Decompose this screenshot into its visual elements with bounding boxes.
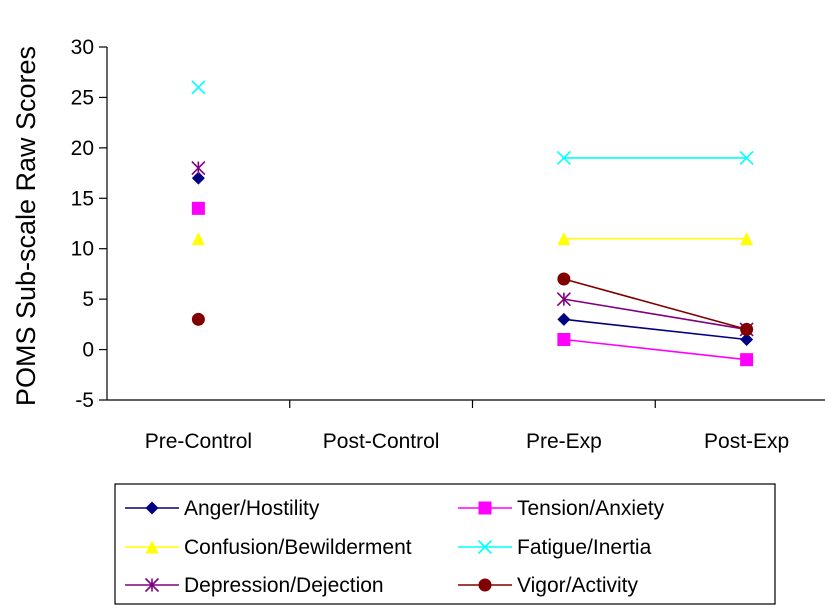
x-tick-label: Pre-Control — [145, 430, 252, 453]
legend-item: Tension/Anxiety — [458, 497, 665, 520]
series-line-segment — [563, 318, 747, 341]
data-point — [191, 312, 205, 326]
legend-item: Anger/Hostility — [125, 497, 320, 520]
tick-labels: -5 0 5 10 15 20 25 30 Pre-Control Post-Control Pre… — [71, 36, 790, 453]
legend-marker — [145, 540, 159, 554]
y-tick-label: 30 — [71, 36, 94, 59]
data-point — [557, 272, 571, 286]
y-tick-label: 20 — [71, 137, 94, 160]
data-point — [191, 232, 205, 246]
legend: Anger/Hostility Tension/Anxiety Confusion/… — [114, 483, 776, 605]
y-axis-label: POMS Sub-scale Raw Scores — [11, 46, 41, 406]
x-tick-label: Pre-Exp — [526, 430, 602, 453]
legend-label: Confusion/Bewilderment — [184, 536, 412, 559]
y-tick-label: 15 — [71, 187, 94, 210]
data-point — [556, 292, 571, 307]
series-anger-hostility — [191, 171, 754, 346]
legend-item: Depression/Dejection — [125, 574, 384, 597]
legend-marker — [478, 578, 492, 592]
data-point — [740, 232, 754, 246]
y-tick-label: -5 — [75, 389, 94, 412]
axes — [99, 46, 825, 408]
data-point — [191, 201, 205, 215]
series-fatigue-inertia — [191, 80, 754, 166]
y-tick-label: 10 — [71, 238, 94, 261]
legend-label: Anger/Hostility — [184, 497, 320, 520]
legend-label: Fatigue/Inertia — [517, 536, 652, 559]
legend-marker — [478, 501, 492, 515]
legend-marker — [477, 539, 493, 555]
legend-marker — [144, 577, 160, 593]
data-point — [557, 312, 571, 326]
series-line-segment — [563, 338, 747, 361]
series-depression-dejection — [191, 160, 754, 337]
y-tick-label: 25 — [71, 86, 94, 109]
legend-item: Fatigue/Inertia — [458, 536, 652, 559]
series-tension-anxiety — [191, 201, 754, 367]
legend-label: Tension/Anxiety — [517, 497, 665, 520]
legend-box — [114, 483, 776, 605]
series-line-segment — [563, 278, 747, 331]
data-point — [739, 150, 754, 166]
series-confusion-bewilderment — [191, 232, 754, 246]
data-point — [191, 80, 206, 95]
legend-label: Vigor/Activity — [517, 574, 638, 597]
series-line-segment — [563, 298, 747, 331]
legend-label: Depression/Dejection — [184, 574, 384, 597]
x-tick-label: Post-Control — [323, 430, 440, 453]
y-tick-label: 5 — [82, 288, 94, 311]
y-tick-label: 0 — [82, 339, 94, 362]
data-point — [557, 232, 571, 246]
legend-item: Confusion/Bewilderment — [125, 536, 412, 559]
data-point — [556, 150, 571, 166]
legend-marker — [145, 501, 159, 515]
data-point — [557, 332, 571, 346]
series-layer — [191, 80, 754, 367]
x-tick-label: Post-Exp — [704, 430, 789, 453]
data-point — [740, 332, 754, 346]
legend-item: Vigor/Activity — [458, 574, 638, 597]
data-point — [740, 353, 754, 367]
data-point — [191, 171, 205, 185]
series-vigor-activity — [191, 272, 754, 336]
data-point — [740, 322, 754, 336]
data-point — [191, 160, 206, 176]
